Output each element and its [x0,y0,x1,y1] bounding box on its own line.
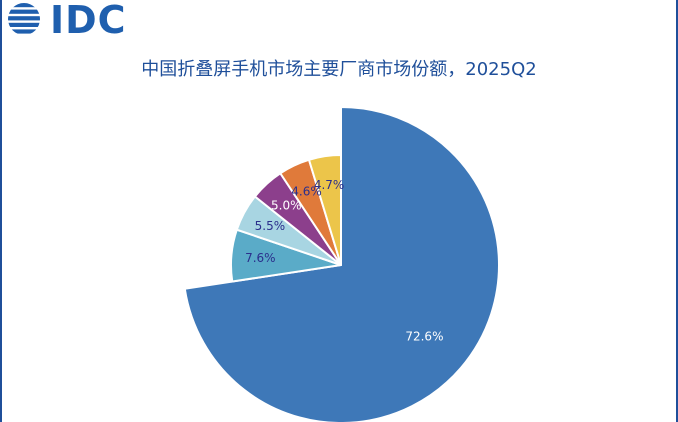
chart-title: 中国折叠屏手机市场主要厂商市场份额，2025Q2 [141,59,537,80]
slice-label-1: 72.6% [405,330,443,344]
idc-globe-icon [8,3,40,34]
idc-logo-text: IDC [50,0,127,42]
slice-label-4: 5.0% [271,198,302,212]
frame-border-right [676,0,678,422]
slice-label-6: 4.7% [314,178,345,192]
pie-slice-6 [307,153,342,266]
slice-label-2: 7.6% [245,251,276,265]
slice-label-3: 5.5% [255,219,286,233]
frame-border-left [0,0,2,422]
slice-label-5: 4.6% [291,185,322,199]
idc-logo: IDC [4,0,127,40]
